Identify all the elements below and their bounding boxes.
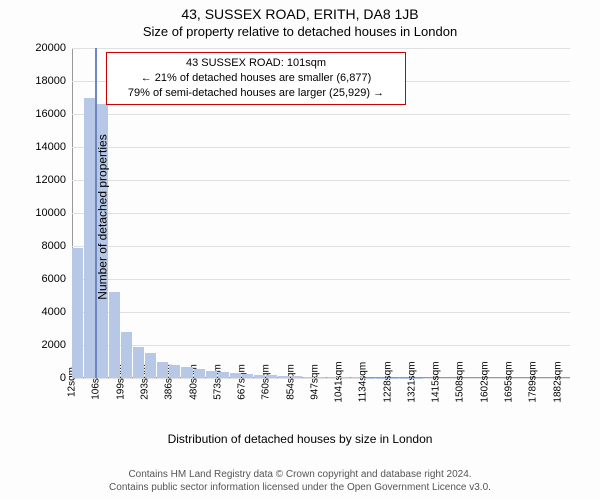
y-tick-label: 10000 (35, 207, 66, 219)
grid-line (72, 279, 570, 280)
x-tick-label: 1882sqm (552, 361, 563, 402)
x-tick-label: 947sqm (309, 364, 320, 400)
histogram-bar (291, 376, 302, 378)
grid-line (72, 213, 570, 214)
grid-line (72, 312, 570, 313)
y-tick-label: 14000 (35, 141, 66, 153)
grid-line (72, 147, 570, 148)
histogram-bar (109, 292, 120, 378)
y-tick-label: 8000 (42, 240, 66, 252)
chart-container: 43, SUSSEX ROAD, ERITH, DA8 1JB Size of … (0, 0, 600, 500)
grid-line (72, 180, 570, 181)
footer: Contains HM Land Registry data © Crown c… (0, 468, 600, 494)
x-tick-label: 1602sqm (479, 361, 490, 402)
histogram-bar (278, 376, 289, 378)
histogram-bar (254, 375, 265, 378)
x-tick-label: 1789sqm (528, 361, 539, 402)
histogram-bar (194, 369, 205, 378)
histogram-bar (169, 365, 180, 378)
x-tick-label: 1134sqm (358, 362, 369, 402)
histogram-bar (242, 374, 253, 378)
y-tick-label: 4000 (42, 306, 66, 318)
histogram-bar (327, 377, 338, 378)
y-tick-label: 18000 (35, 75, 66, 87)
y-tick-label: 16000 (35, 108, 66, 120)
y-tick-label: 0 (60, 372, 66, 384)
grid-line (72, 246, 570, 247)
histogram-bar (303, 377, 314, 378)
footer-line-1: Contains HM Land Registry data © Crown c… (0, 468, 600, 481)
chart-title: 43, SUSSEX ROAD, ERITH, DA8 1JB (0, 0, 600, 22)
grid-line (72, 48, 570, 49)
grid-line (72, 114, 570, 115)
y-tick-label: 20000 (35, 42, 66, 54)
histogram-bar (266, 375, 277, 378)
x-tick-label: 1041sqm (334, 361, 345, 402)
histogram-bar (218, 372, 229, 378)
histogram-bar (84, 98, 95, 379)
annotation-box: 43 SUSSEX ROAD: 101sqm ← 21% of detached… (106, 52, 406, 105)
y-tick-label: 6000 (42, 273, 66, 285)
histogram-bar (145, 353, 156, 378)
footer-line-2: Contains public sector information licen… (0, 481, 600, 494)
x-tick-label: 854sqm (285, 364, 296, 400)
annotation-line-2: ← 21% of detached houses are smaller (6,… (113, 71, 399, 86)
histogram-bar (230, 373, 241, 378)
histogram-bar (181, 367, 192, 378)
histogram-bar (339, 377, 350, 378)
y-axis-title: Number of detached properties (96, 134, 110, 299)
histogram-bar (315, 377, 326, 378)
histogram-bar (72, 248, 83, 378)
y-tick-label: 12000 (35, 174, 66, 186)
histogram-bar (206, 371, 217, 378)
histogram-bar (121, 332, 132, 378)
x-tick-label: 1508sqm (455, 361, 466, 402)
chart-subtitle: Size of property relative to detached ho… (0, 22, 600, 39)
x-tick-label: 1228sqm (382, 361, 393, 402)
x-axis-title: Distribution of detached houses by size … (0, 432, 600, 446)
x-tick-label: 1695sqm (503, 361, 514, 402)
histogram-bar (133, 347, 144, 378)
x-tick-label: 760sqm (261, 364, 272, 400)
x-tick-label: 1321sqm (406, 361, 417, 402)
histogram-bar (157, 362, 168, 379)
grid-line (72, 345, 570, 346)
annotation-line-1: 43 SUSSEX ROAD: 101sqm (113, 56, 399, 71)
y-tick-label: 2000 (42, 339, 66, 351)
x-tick-label: 667sqm (237, 364, 248, 400)
histogram-bar (351, 377, 362, 378)
x-tick-label: 573sqm (212, 364, 223, 400)
annotation-line-3: 79% of semi-detached houses are larger (… (113, 86, 399, 101)
x-tick-label: 1415sqm (431, 361, 442, 402)
